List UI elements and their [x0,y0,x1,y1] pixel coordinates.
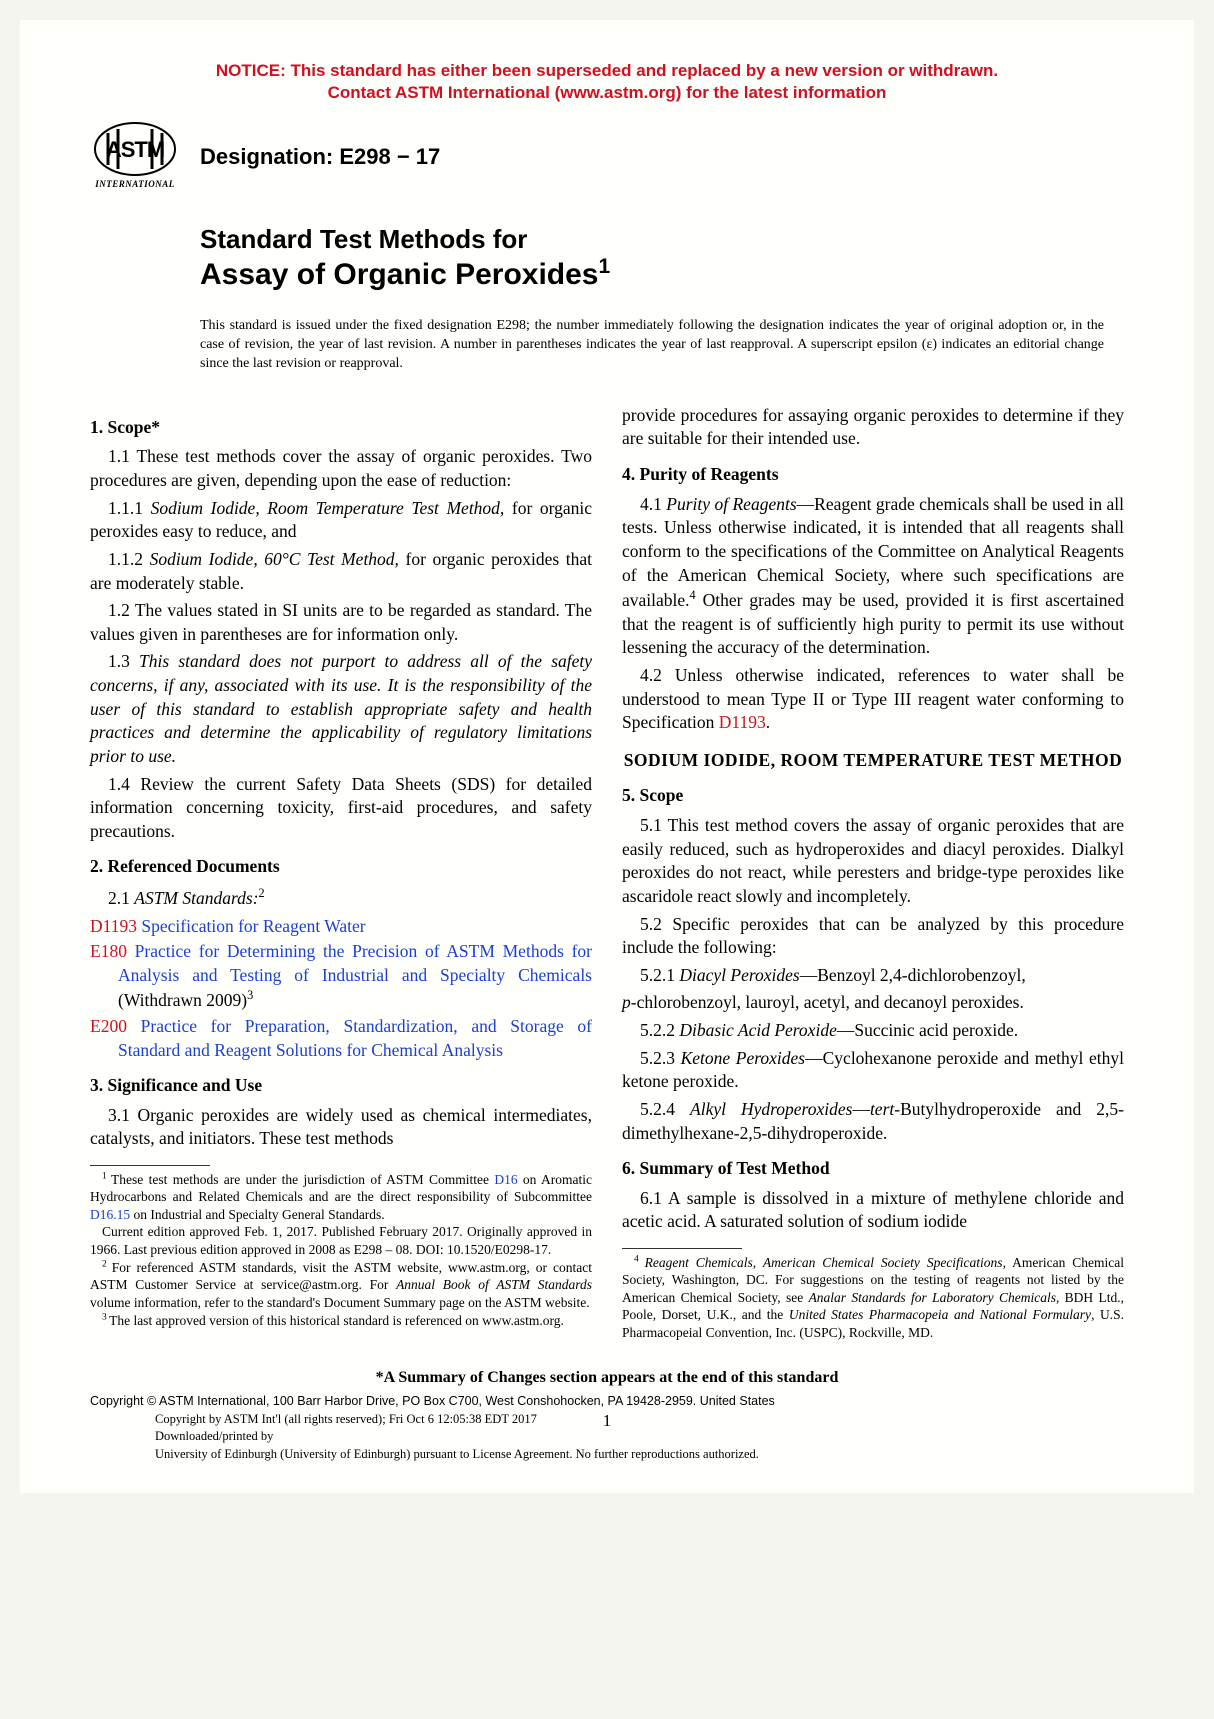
title-line2: Assay of Organic Peroxides1 [200,255,1124,292]
footnote-3: 3 The last approved version of this hist… [90,1311,592,1329]
para-2.1: 2.1 ASTM Standards:2 [90,885,592,910]
footnote-4: 4 Reagent Chemicals, American Chemical S… [622,1253,1124,1341]
para-5.2.4: 5.2.4 Alkyl Hydroperoxides—tert-Butylhyd… [622,1098,1124,1145]
copyright-line4: University of Edinburgh (University of E… [155,1446,1124,1464]
para-5.2.2: 5.2.2 Dibasic Acid Peroxide—Succinic aci… [622,1019,1124,1043]
section-4-head: 4. Purity of Reagents [622,463,1124,487]
footnote-2: 2 For referenced ASTM standards, visit t… [90,1258,592,1311]
designation: Designation: E298 − 17 [200,144,440,170]
document-page: NOTICE: This standard has either been su… [20,20,1194,1493]
left-column: 1. Scope* 1.1 These test methods cover t… [90,404,592,1341]
ref-e180: E180 Practice for Determining the Precis… [90,940,592,1013]
para-1.1.2: 1.1.2 Sodium Iodide, 60°C Test Method, f… [90,548,592,595]
right-column: provide procedures for assaying organic … [622,404,1124,1341]
para-1.3: 1.3 This standard does not purport to ad… [90,650,592,768]
para-1.2: 1.2 The values stated in SI units are to… [90,599,592,646]
title-sup: 1 [599,255,611,278]
para-5.1: 5.1 This test method covers the assay of… [622,814,1124,909]
para-3.1-cont: provide procedures for assaying organic … [622,404,1124,451]
issuance-note: This standard is issued under the fixed … [200,317,1104,374]
notice-line1: NOTICE: This standard has either been su… [216,61,998,80]
summary-changes-note: *A Summary of Changes section appears at… [90,1369,1124,1387]
para-5.2.3: 5.2.3 Ketone Peroxides—Cyclohexanone per… [622,1047,1124,1094]
logo-subtitle: INTERNATIONAL [95,179,175,189]
section-2-head: 2. Referenced Documents [90,855,592,879]
copyright-line2: Copyright by ASTM Int'l (all rights rese… [155,1411,1124,1429]
title-block: Standard Test Methods for Assay of Organ… [200,224,1124,292]
section-1-head: 1. Scope* [90,416,592,440]
footnote-1: 1 These test methods are under the juris… [90,1170,592,1223]
page-number: 1 [603,1411,612,1431]
para-4.2: 4.2 Unless otherwise indicated, referenc… [622,664,1124,735]
ref-e200: E200 Practice for Preparation, Standardi… [90,1015,592,1062]
section-5-head: 5. Scope [622,784,1124,808]
para-5.2.1b: p-chlorobenzoyl, lauroyl, acetyl, and de… [622,991,1124,1015]
title-line1: Standard Test Methods for [200,224,1124,255]
notice-banner: NOTICE: This standard has either been su… [90,60,1124,104]
para-5.2.1: 5.2.1 Diacyl Peroxides—Benzoyl 2,4-dichl… [622,964,1124,988]
para-1.1.1: 1.1.1 Sodium Iodide, Room Temperature Te… [90,497,592,544]
svg-text:ASTM: ASTM [106,137,164,162]
para-1.4: 1.4 Review the current Safety Data Sheet… [90,773,592,844]
para-3.1: 3.1 Organic peroxides are widely used as… [90,1104,592,1151]
two-column-body: 1. Scope* 1.1 These test methods cover t… [90,404,1124,1341]
para-6.1: 6.1 A sample is dissolved in a mixture o… [622,1187,1124,1234]
section-6-head: 6. Summary of Test Method [622,1157,1124,1181]
copyright-line3: Downloaded/printed by [155,1428,1124,1446]
footnote-1b: Current edition approved Feb. 1, 2017. P… [90,1223,592,1258]
astm-logo-svg: ASTM [90,119,180,179]
para-4.1: 4.1 Purity of Reagents—Reagent grade che… [622,493,1124,660]
section-3-head: 3. Significance and Use [90,1074,592,1098]
para-1.1: 1.1 These test methods cover the assay o… [90,445,592,492]
para-5.2: 5.2 Specific peroxides that can be analy… [622,913,1124,960]
method-heading: SODIUM IODIDE, ROOM TEMPERATURE TEST MET… [622,749,1124,773]
header-row: ASTM INTERNATIONAL Designation: E298 − 1… [90,119,1124,194]
astm-logo: ASTM INTERNATIONAL [90,119,180,194]
copyright-line1: Copyright © ASTM International, 100 Barr… [90,1393,1124,1411]
notice-line2: Contact ASTM International (www.astm.org… [328,83,887,102]
title-line2-text: Assay of Organic Peroxides [200,258,599,291]
footnote-rule-left [90,1165,210,1166]
ref-d1193: D1193 Specification for Reagent Water [90,915,592,939]
footnote-rule-right [622,1248,742,1249]
